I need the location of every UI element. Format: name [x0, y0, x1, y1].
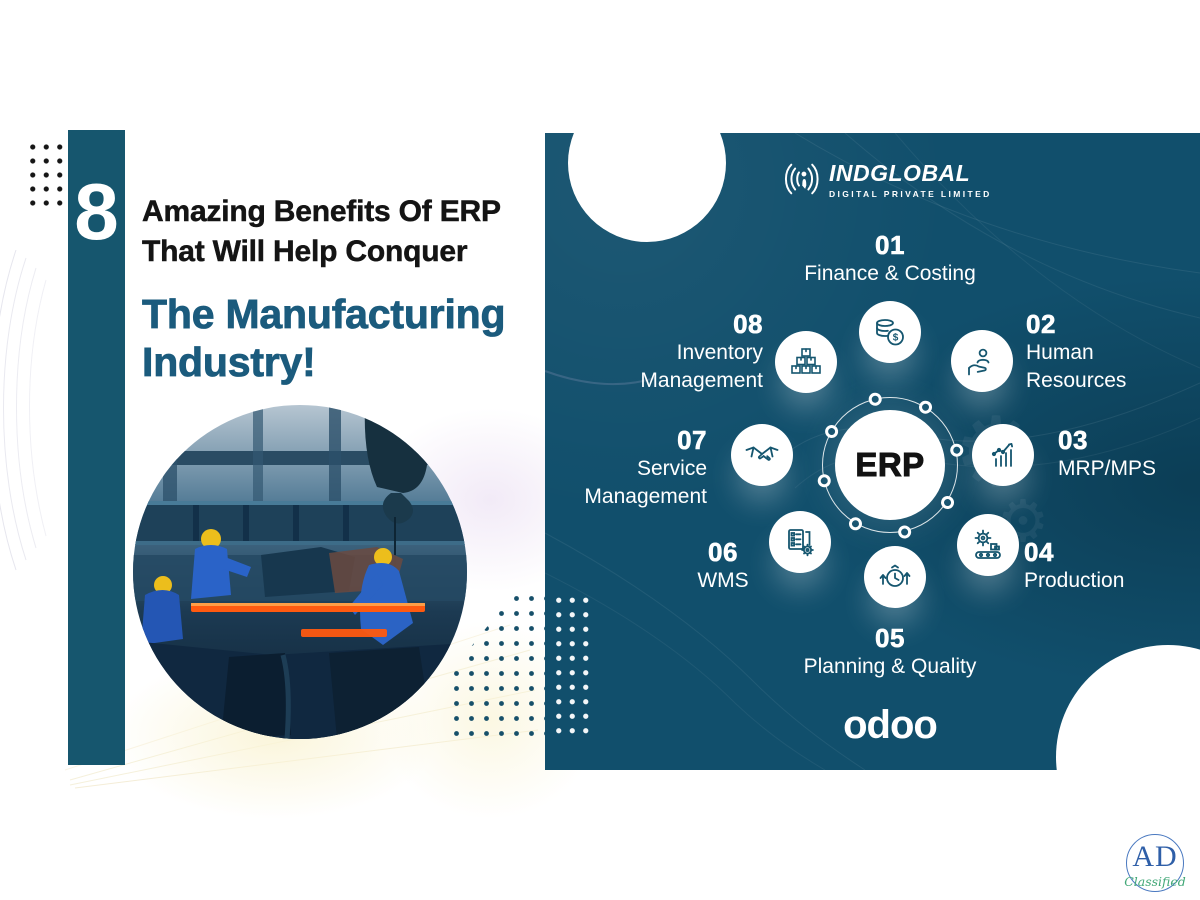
white-circle-cutout-topleft — [568, 133, 726, 242]
watermark-subtitle: Classified — [1124, 874, 1186, 889]
factory-photo — [133, 405, 467, 739]
erp-center-label: ERP — [855, 446, 925, 484]
headline-line2: That Will Help Conquer — [142, 235, 468, 269]
item-wms: 06 WMS — [673, 537, 773, 595]
subheadline: The Manufacturing Industry! — [142, 290, 506, 386]
item-number: 01 — [875, 230, 905, 261]
item-human-resources: 02 Human Resources — [1026, 309, 1127, 395]
item-number: 07 — [677, 425, 707, 456]
indglobal-logo: INDGLOBAL DIGITAL PRIVATE LIMITED — [777, 157, 992, 201]
coins-icon: $ — [876, 319, 904, 346]
hand-person-icon — [968, 348, 990, 376]
item-label: Human — [1026, 341, 1094, 364]
item-number: 02 — [1026, 309, 1056, 340]
dot-grid-panel-decor — [550, 591, 592, 739]
item-label: Inventory — [676, 341, 763, 364]
erp-center-circle: ERP — [835, 410, 945, 520]
item-label: Finance & Costing — [804, 262, 976, 285]
watermark-circle — [1126, 834, 1184, 892]
item-number: 05 — [875, 623, 905, 654]
subheadline-line2: Industry! — [142, 339, 317, 386]
orbit-node — [938, 493, 957, 512]
dot-grid-topleft-decor — [24, 138, 64, 208]
item-inventory-management: 08 Inventory Management — [640, 309, 763, 395]
orbit-node — [948, 441, 965, 458]
odoo-logo: odoo — [843, 703, 938, 747]
subheadline-line1: The Manufacturing — [142, 291, 506, 338]
mrp-item-circle — [972, 424, 1034, 486]
hr-item-circle — [951, 330, 1013, 392]
item-label: MRP/MPS — [1058, 457, 1157, 480]
item-number: 03 — [1058, 425, 1088, 456]
item-label: Planning & Quality — [803, 655, 977, 678]
checklist-gear-icon — [788, 529, 814, 557]
item-service-management: 07 Service Management — [584, 425, 707, 511]
indglobal-logo-icon — [784, 163, 819, 195]
item-planning-quality: 05 Planning & Quality — [785, 623, 995, 681]
growth-chart-icon — [991, 443, 1013, 467]
factory-photo-art — [133, 405, 467, 739]
planning-item-circle — [864, 546, 926, 608]
alarm-clock-icon — [879, 564, 911, 587]
brand-name: INDGLOBAL — [829, 159, 971, 186]
item-label: Management — [640, 369, 763, 392]
watermark-title: AD — [1132, 840, 1178, 873]
item-label: Service — [636, 457, 707, 480]
finance-item-circle: $ — [859, 301, 921, 363]
inventory-item-circle — [775, 331, 837, 393]
item-label: WMS — [697, 569, 749, 592]
erp-panel: ⚙ ⚙ INDGLOBAL DIGITAL PRIVATE LIMITED — [545, 133, 1200, 770]
orbit-node — [815, 472, 832, 489]
handshake-icon — [745, 446, 779, 461]
item-label: Resources — [1026, 369, 1127, 392]
item-label: Production — [1024, 569, 1125, 592]
wms-item-circle — [769, 511, 831, 573]
production-item-circle — [957, 514, 1019, 576]
white-circle-cutout-bottomright — [1056, 645, 1200, 770]
erp-orbit-ring — [815, 390, 965, 540]
orbit-node — [866, 390, 883, 407]
item-number: 08 — [733, 309, 763, 340]
item-finance: 01 Finance & Costing — [780, 230, 1000, 288]
item-number: 04 — [1024, 537, 1054, 568]
badge-number: 8 — [74, 167, 119, 256]
item-label: Management — [584, 485, 707, 508]
stacked-boxes-icon — [791, 348, 821, 374]
item-production: 04 Production — [1024, 537, 1125, 595]
item-mrp-mps: 03 MRP/MPS — [1058, 425, 1156, 483]
brand-tagline: DIGITAL PRIVATE LIMITED — [829, 188, 992, 199]
orbit-node — [846, 514, 864, 533]
accent-bar — [68, 130, 125, 765]
ad-classified-logo: AD Classified — [1118, 832, 1192, 896]
orbit-node — [896, 523, 912, 540]
svg-text:$: $ — [893, 333, 899, 344]
gear-conveyor-icon — [974, 529, 1001, 559]
headline: Amazing Benefits Of ERP That Will Help C… — [142, 192, 501, 272]
item-number: 06 — [708, 537, 738, 568]
orbit-node — [916, 397, 934, 416]
headline-line1: Amazing Benefits Of ERP — [142, 195, 501, 229]
service-item-circle — [731, 424, 793, 486]
orbit-node — [822, 422, 840, 440]
